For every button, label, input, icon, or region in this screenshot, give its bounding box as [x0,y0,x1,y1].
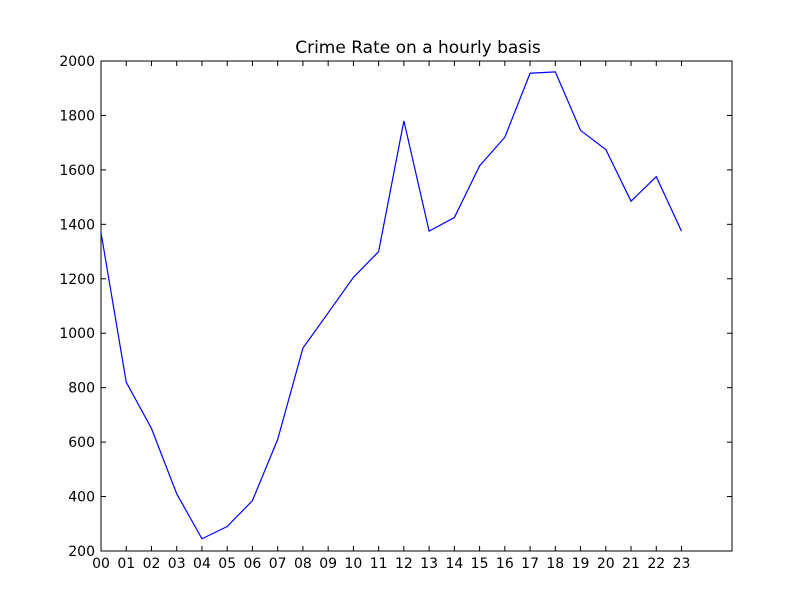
x-tick-label: 23 [673,556,691,572]
x-tick-label: 00 [92,556,110,572]
y-tick-label: 2000 [59,54,95,70]
series-line [100,71,683,540]
x-tick-label: 08 [294,556,312,572]
chart-title: Crime Rate on a hourly basis [295,38,541,58]
x-tick-label: 21 [622,556,640,572]
x-tick-label: 05 [218,556,236,572]
y-tick-label: 600 [68,435,95,451]
x-tick-label: 09 [319,556,337,572]
x-tick-label: 02 [143,556,161,572]
x-tick-label: 14 [445,556,463,572]
y-tick-label: 200 [68,544,95,560]
x-tick-label: 12 [395,556,413,572]
y-tick-label: 1800 [59,108,95,124]
plot-frame [100,60,733,552]
y-tick-label: 1600 [59,163,95,179]
x-tick-label: 16 [496,556,514,572]
plot-area: 200 400 600 800 1000 1200 1400 1600 1800 2000 00 01… [59,54,733,572]
x-tick-label: 17 [521,556,539,572]
x-tick-label: 01 [117,556,135,572]
x-tick-label: 07 [269,556,287,572]
x-tick-label: 06 [244,556,262,572]
x-tick-label: 10 [344,556,362,572]
y-tick-label: 800 [68,381,95,397]
x-tick-label: 19 [572,556,590,572]
x-tick-label: 03 [168,556,186,572]
x-tick-label: 11 [370,556,388,572]
y-tick-label: 1200 [59,272,95,288]
x-tick-label: 04 [193,556,211,572]
x-tick-label: 20 [597,556,615,572]
x-tick-label: 22 [647,556,665,572]
y-tick-label: 400 [68,490,95,506]
y-tick-label: 1400 [59,217,95,233]
x-tick-label: 18 [546,556,564,572]
x-tick-label: 15 [471,556,489,572]
x-tick-label: 13 [420,556,438,572]
y-tick-label: 1000 [59,326,95,342]
